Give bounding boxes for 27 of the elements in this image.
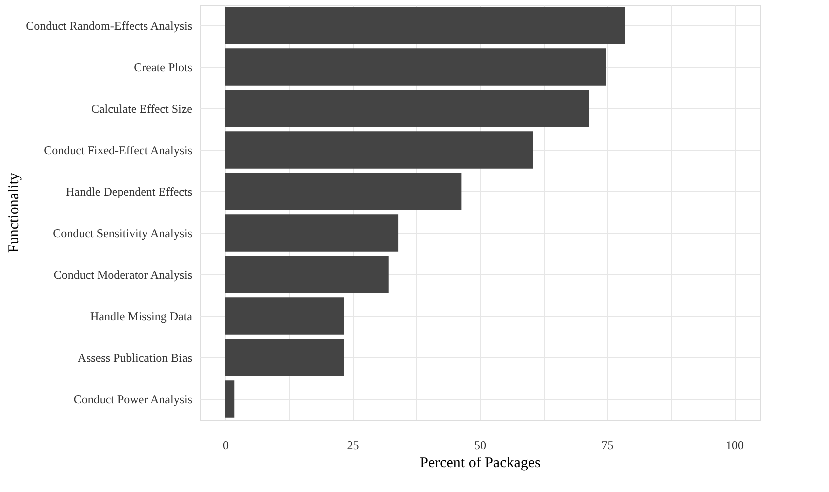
x-tick-label: 0 [222,438,229,452]
bar [225,7,626,44]
bar [225,256,389,294]
bar [225,90,590,128]
y-tick-label: Assess Publication Bias [78,350,193,365]
y-tick-label: Conduct Power Analysis [74,392,193,406]
y-tick-label: Conduct Fixed-Effect Analysis [44,143,193,158]
x-tick-label: 50 [474,438,486,452]
bar [225,339,344,376]
y-tick-label: Conduct Moderator Analysis [54,268,193,282]
bar [225,132,534,169]
bar [225,214,399,252]
y-tick-label: Conduct Sensitivity Analysis [53,226,193,240]
bar [225,173,462,210]
x-axis-title: Percent of Packages [420,456,542,472]
x-tick-label: 25 [347,438,360,452]
y-tick-label: Handle Missing Data [90,309,194,324]
x-tick-label: 100 [726,438,744,452]
y-tick-label: Create Plots [134,60,193,74]
y-axis-title: Functionality [6,172,22,253]
bar [225,380,235,418]
y-tick-label: Handle Dependent Effects [66,184,193,199]
bar [225,48,606,86]
y-tick-label: Conduct Random-Effects Analysis [26,18,193,33]
x-tick-label: 75 [602,438,614,452]
bar [225,298,344,335]
y-tick-label: Calculate Effect Size [91,102,192,116]
